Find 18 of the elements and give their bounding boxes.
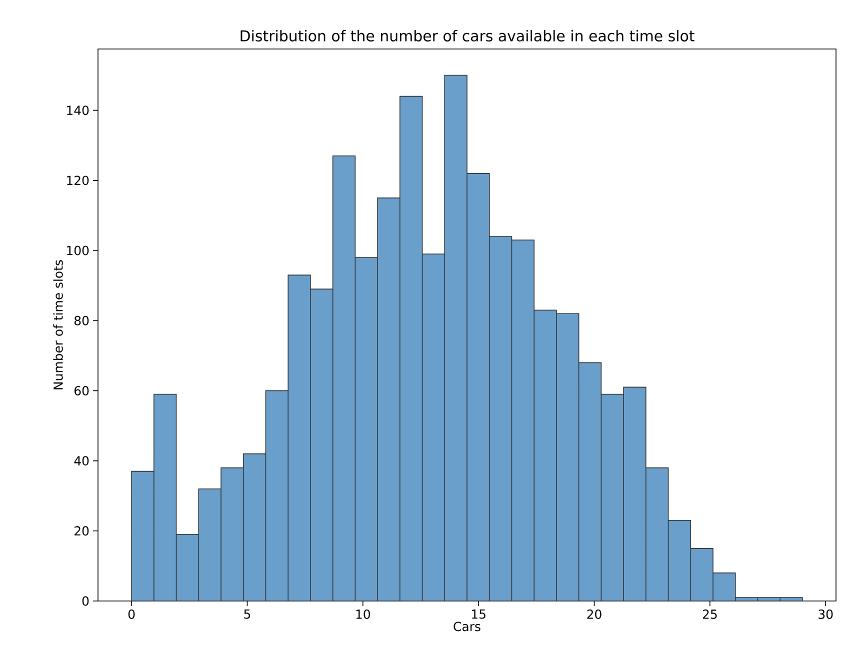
x-tick-label: 10 bbox=[356, 610, 370, 619]
x-tick-label: 0 bbox=[128, 610, 135, 619]
y-tick-label: 100 bbox=[67, 246, 89, 256]
x-axis-title: Cars bbox=[454, 622, 480, 632]
y-axis-title: Number of time slots bbox=[53, 260, 63, 390]
x-tick-label: 15 bbox=[472, 610, 486, 619]
chart-title: Distribution of the number of cars available in each time slot bbox=[240, 30, 694, 42]
x-tick-label: 30 bbox=[818, 610, 833, 619]
x-tick-label: 5 bbox=[244, 610, 250, 619]
y-tick-label: 20 bbox=[74, 526, 89, 536]
y-tick-label: 140 bbox=[67, 106, 89, 116]
x-tick-label: 25 bbox=[702, 610, 717, 619]
y-tick-label: 40 bbox=[74, 456, 89, 466]
y-tick-label: 0 bbox=[82, 596, 89, 606]
x-tick-label: 20 bbox=[587, 610, 602, 619]
y-tick-label: 120 bbox=[67, 176, 89, 186]
y-tick-label: 60 bbox=[74, 386, 89, 396]
y-tick-label: 80 bbox=[74, 316, 89, 326]
